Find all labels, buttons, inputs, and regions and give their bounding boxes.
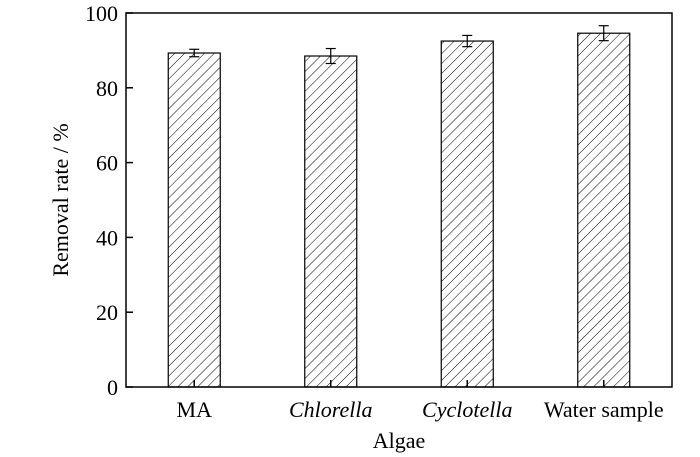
y-tick-label: 60 xyxy=(96,151,118,176)
y-tick-label: 40 xyxy=(96,225,118,250)
bar xyxy=(577,32,631,388)
x-tick-label: Cyclotella xyxy=(422,397,512,422)
y-tick-label: 100 xyxy=(85,1,118,26)
plot-frame xyxy=(125,12,673,388)
x-tick-label: Water sample xyxy=(544,397,664,422)
y-tick-label: 20 xyxy=(96,300,118,325)
y-tick-label: 0 xyxy=(107,375,118,400)
x-tick-label: Chlorella xyxy=(289,397,373,422)
x-axis-title: Algae xyxy=(373,428,426,453)
bar xyxy=(167,52,221,388)
plot-area: 0 20 40 60 80 100 MA Chlorella Cyclotella Water s… xyxy=(85,1,664,422)
x-tick-label: MA xyxy=(177,397,213,422)
bar xyxy=(440,40,494,388)
bar xyxy=(304,55,358,388)
y-tick-label: 80 xyxy=(96,76,118,101)
y-axis-title: Removal rate / % xyxy=(48,123,73,276)
